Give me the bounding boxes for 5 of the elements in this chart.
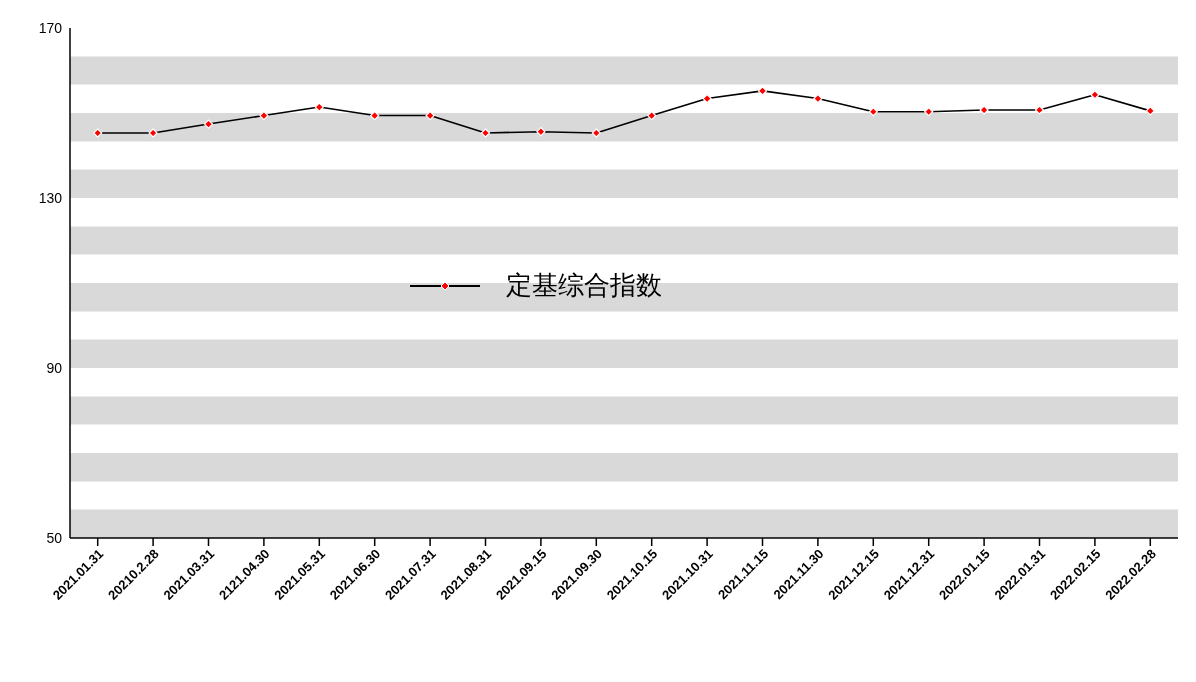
y-tick-label: 170 (38, 19, 63, 36)
legend-label: 定基综合指数 (506, 269, 662, 302)
y-tick-label: 50 (46, 529, 63, 546)
y-tick-label: 130 (38, 189, 63, 206)
y-tick-label: 90 (46, 359, 63, 376)
